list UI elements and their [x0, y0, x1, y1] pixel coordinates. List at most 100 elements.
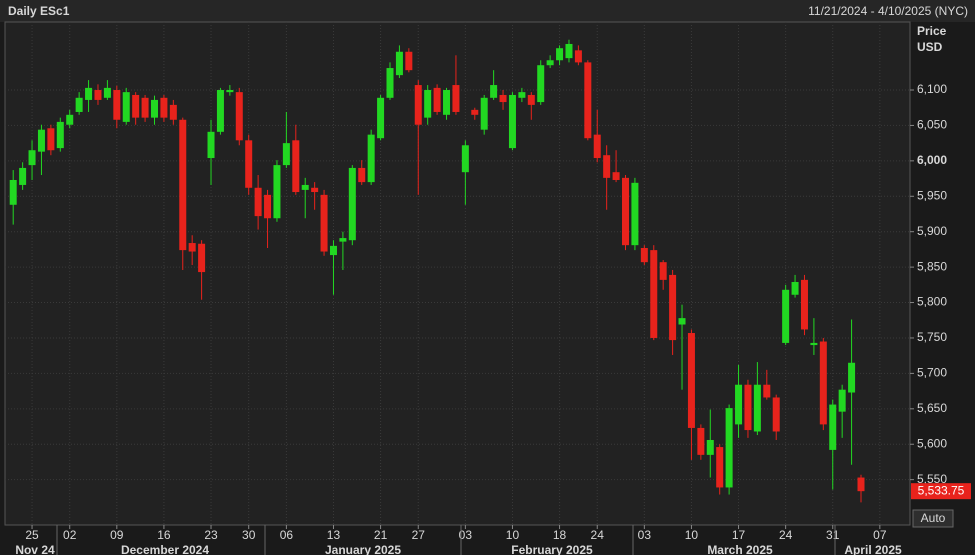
candle-body: [537, 65, 545, 103]
candle-body: [490, 85, 498, 98]
y-tick-label: 6,050: [917, 118, 947, 132]
month-label: March 2025: [707, 543, 773, 555]
candle-body: [838, 389, 846, 412]
candle-body: [508, 94, 516, 149]
candle-body: [461, 145, 469, 173]
auto-button-frame[interactable]: [912, 509, 954, 528]
candle-body: [687, 333, 695, 428]
candle-body: [659, 262, 667, 280]
candle-body: [565, 43, 573, 59]
x-tick-label: 25: [25, 528, 39, 542]
candle-body: [103, 87, 111, 98]
candle-body: [414, 85, 422, 125]
candle-body: [763, 384, 771, 398]
month-label: December 2024: [121, 543, 209, 555]
x-tick-label: 09: [110, 528, 124, 542]
candle-body: [753, 384, 761, 432]
candle-body: [348, 167, 356, 241]
candle-body: [358, 167, 366, 183]
candle-body: [772, 397, 780, 432]
candle-body: [151, 99, 158, 118]
candle-body: [556, 48, 564, 61]
x-tick-label: 17: [732, 528, 746, 542]
x-tick-label: 23: [204, 528, 218, 542]
x-tick-label: 16: [157, 528, 171, 542]
last-price-box: [911, 483, 971, 500]
candle-body: [66, 114, 74, 125]
candle-body: [132, 94, 140, 118]
candle-body: [113, 90, 121, 120]
candle-body: [47, 128, 55, 151]
candle-body: [612, 172, 620, 180]
candle-body: [85, 87, 93, 100]
candle-body: [574, 50, 582, 63]
candle-body: [75, 97, 83, 112]
candle-body: [235, 92, 243, 141]
candle-body: [216, 90, 224, 132]
x-tick-label: 18: [553, 528, 567, 542]
y-tick-label: 5,900: [917, 224, 947, 238]
candle-body: [301, 184, 309, 190]
candle-body: [28, 150, 36, 166]
x-tick-label: 24: [779, 528, 793, 542]
y-tick-label: 6,000: [917, 153, 947, 167]
candle-body: [282, 143, 290, 166]
month-label: February 2025: [511, 543, 593, 555]
candle-body: [254, 187, 262, 217]
candle-body: [480, 97, 488, 130]
candle-body: [320, 194, 328, 252]
x-tick-label: 02: [63, 528, 77, 542]
candle-body: [377, 97, 385, 139]
last-price-label: 5,533.75: [918, 483, 965, 497]
candle-body: [848, 362, 856, 393]
auto-button[interactable]: Auto: [921, 511, 946, 525]
candle-body: [179, 119, 187, 251]
y-tick-label: 5,600: [917, 436, 947, 450]
candle-body: [593, 134, 601, 159]
candle-body: [339, 238, 347, 242]
candle-body: [433, 87, 441, 112]
header-bar: [0, 0, 975, 22]
candle-body: [744, 384, 752, 431]
candle-body: [791, 282, 799, 295]
candle-body: [603, 155, 611, 178]
x-tick-label: 03: [459, 528, 473, 542]
candle-body: [122, 92, 130, 122]
y-tick-label: 5,800: [917, 295, 947, 309]
candle-body: [9, 179, 17, 205]
candle-body: [452, 85, 460, 112]
candle-body: [207, 131, 215, 159]
y-axis-title: Price: [917, 24, 947, 38]
candle-body: [622, 177, 629, 246]
x-tick-label: 21: [374, 528, 388, 542]
candle-body: [669, 274, 677, 341]
candle-body: [584, 62, 592, 139]
x-tick-label: 10: [685, 528, 699, 542]
candle-body: [546, 60, 554, 66]
y-tick-label: 5,950: [917, 188, 947, 202]
candle-body: [819, 341, 827, 425]
y-tick-label: 5,850: [917, 259, 947, 273]
candle-body: [678, 318, 686, 325]
candle-body: [735, 384, 743, 425]
month-label: January 2025: [325, 543, 401, 555]
candle-body: [37, 129, 45, 152]
candle-body: [226, 90, 234, 93]
candle-body: [443, 90, 451, 115]
candle-body: [329, 245, 337, 256]
candle-body: [800, 279, 808, 330]
candle-body: [367, 134, 375, 183]
candle-body: [725, 408, 733, 488]
candle-body: [640, 247, 648, 263]
candle-body: [264, 194, 272, 219]
x-tick-label: 10: [506, 528, 520, 542]
candle-body: [198, 243, 206, 273]
candle-body: [631, 182, 639, 246]
x-tick-label: 07: [873, 528, 887, 542]
y-axis-unit: USD: [917, 40, 943, 54]
y-tick-label: 5,750: [917, 330, 947, 344]
candle-body: [292, 140, 300, 193]
y-tick-label: 6,100: [917, 82, 947, 96]
x-tick-label: 13: [327, 528, 341, 542]
candle-body: [386, 68, 394, 98]
